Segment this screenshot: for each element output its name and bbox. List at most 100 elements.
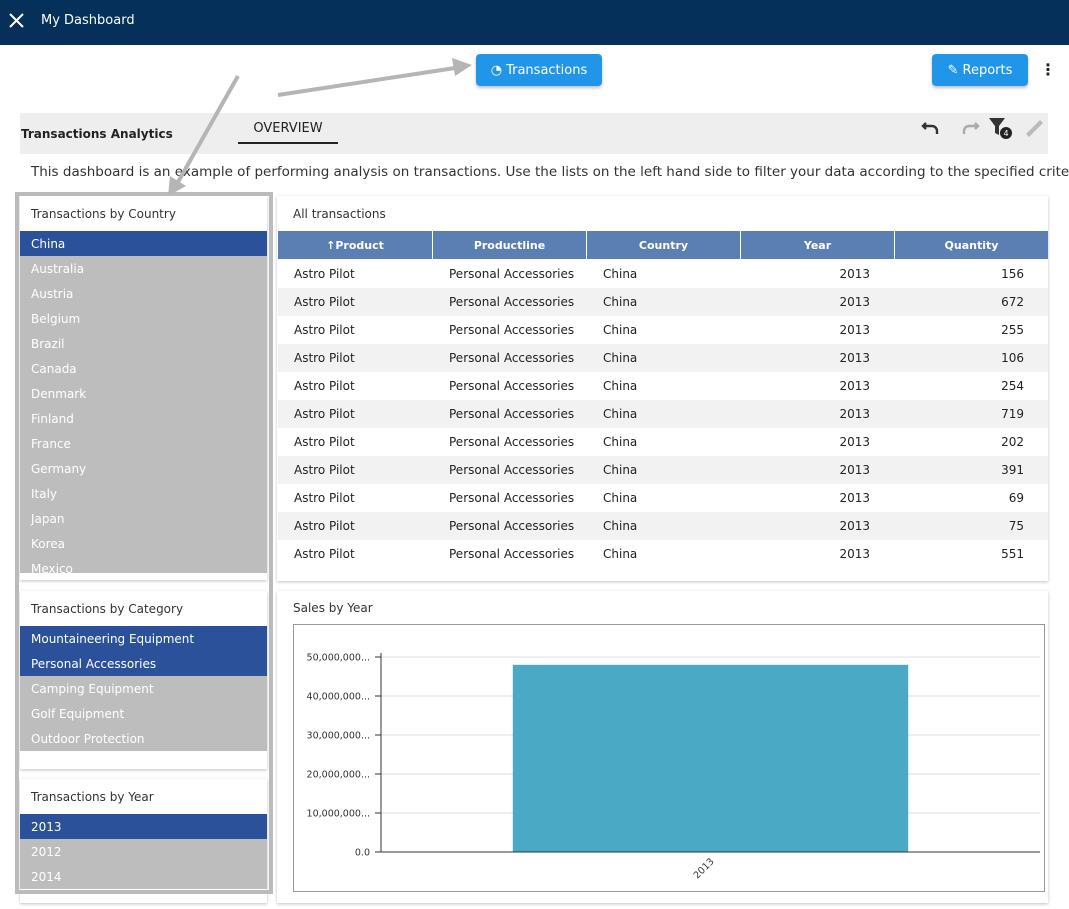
undo-icon[interactable]	[921, 122, 939, 134]
tab[interactable]: OVERVIEW	[238, 121, 338, 144]
table-cell: Astro Pilot	[294, 463, 355, 477]
table-cell: Personal Accessories	[449, 491, 575, 505]
table-cell: Astro Pilot	[294, 267, 355, 281]
list-item[interactable]: Denmark	[20, 381, 267, 406]
table-cell: China	[603, 323, 638, 337]
table-cell: Astro Pilot	[294, 491, 355, 505]
table-row	[278, 456, 1048, 484]
list-item[interactable]: Germany	[20, 456, 267, 481]
column-header[interactable]: ↑ Product	[278, 231, 432, 259]
table-cell: 156	[1001, 267, 1024, 281]
transactions-button[interactable]: ◔ Transactions	[476, 54, 602, 86]
list-item[interactable]: Golf Equipment	[20, 701, 267, 726]
button-label: Transactions	[506, 62, 588, 78]
column-header[interactable]: Year	[741, 231, 894, 259]
table-cell: 2013	[839, 323, 870, 337]
y-tick-label: 10,000,000...	[307, 809, 370, 820]
table-cell: Astro Pilot	[294, 351, 355, 365]
table-row	[278, 288, 1048, 316]
list-item[interactable]: Finland	[20, 406, 267, 431]
list-item[interactable]: Italy	[20, 481, 267, 506]
table-cell: 2013	[839, 379, 870, 393]
redo-icon[interactable]	[962, 122, 980, 134]
column-label: Quantity	[944, 238, 999, 252]
table-cell: China	[603, 519, 638, 533]
list-title: Transactions by Category	[31, 602, 184, 616]
table-cell: 2013	[839, 547, 870, 561]
toolbar-title: Transactions Analytics	[21, 127, 173, 141]
list-item[interactable]: Australia	[20, 256, 267, 281]
list-item[interactable]: Brazil	[20, 331, 267, 356]
column-label: Productline	[473, 238, 546, 252]
brush-icon[interactable]	[1026, 120, 1043, 137]
column-header[interactable]: Country	[587, 231, 740, 259]
list-item[interactable]: China	[20, 231, 267, 256]
y-tick-label: 40,000,000...	[307, 692, 370, 703]
list-item[interactable]: 2012	[20, 839, 267, 864]
list-item[interactable]: Personal Accessories	[20, 651, 267, 676]
table-cell: Personal Accessories	[449, 351, 575, 365]
table-row	[278, 372, 1048, 400]
table-cell: China	[603, 463, 638, 477]
table-cell: China	[603, 435, 638, 449]
list-item[interactable]: Japan	[20, 506, 267, 531]
list-title: Transactions by Country	[31, 207, 176, 221]
list-item[interactable]: Canada	[20, 356, 267, 381]
filter-icon[interactable]	[989, 118, 1005, 135]
menu-icon[interactable]: ⋮	[1040, 60, 1056, 79]
list-item[interactable]: Belgium	[20, 306, 267, 331]
list-item[interactable]: Austria	[20, 281, 267, 306]
list-panel: Transactions by Year 2013 2012 2014	[20, 779, 267, 903]
button-label: Reports	[962, 62, 1013, 78]
list-item[interactable]: Mountaineering Equipment	[20, 626, 267, 651]
table-cell: Personal Accessories	[449, 463, 575, 477]
list-item[interactable]: France	[20, 431, 267, 456]
table-cell: Astro Pilot	[294, 295, 355, 309]
list-item[interactable]: Mexico	[20, 556, 267, 573]
table-cell: 2013	[839, 267, 870, 281]
y-tick-label: 0.0	[355, 848, 370, 859]
list-item[interactable]: Camping Equipment	[20, 676, 267, 701]
list-item[interactable]: 2013	[20, 814, 267, 839]
table-cell: China	[603, 267, 638, 281]
list-item[interactable]: 2014	[20, 864, 267, 889]
y-tick-label: 50,000,000...	[307, 653, 370, 664]
list-items: China Australia Austria Belgium Brazil Canada…	[20, 231, 267, 573]
table-title: All transactions	[293, 207, 386, 221]
table-cell: Personal Accessories	[449, 379, 575, 393]
table-cell: 551	[1001, 547, 1024, 561]
column-label: Country	[638, 238, 689, 252]
table-cell: 2013	[839, 491, 870, 505]
table-cell: 2013	[839, 435, 870, 449]
table-row	[278, 512, 1048, 540]
table-cell: 255	[1001, 323, 1024, 337]
table-cell: Astro Pilot	[294, 379, 355, 393]
table-panel: All transactions ↑ Product Productline Cou…	[277, 196, 1048, 581]
column-header[interactable]: Productline	[433, 231, 586, 259]
sort-icon: ↑	[326, 238, 336, 252]
column-label: Year	[803, 238, 832, 252]
y-tick-label: 20,000,000...	[307, 770, 370, 781]
description: This dashboard is an example of performi…	[31, 164, 1069, 180]
table-cell: 202	[1001, 435, 1024, 449]
table-row	[278, 400, 1048, 428]
list-panel: Transactions by Country China Australia Aus…	[20, 196, 267, 580]
reports-button[interactable]: ✎ Reports	[932, 54, 1028, 86]
table-cell: 2013	[839, 295, 870, 309]
table-cell: Personal Accessories	[449, 435, 575, 449]
table-cell: 2013	[839, 463, 870, 477]
list-item[interactable]: Outdoor Protection	[20, 726, 267, 751]
table-cell: Astro Pilot	[294, 547, 355, 561]
list-panel: Transactions by Category Mountaineering E…	[20, 591, 267, 769]
table-cell: Personal Accessories	[449, 267, 575, 281]
table-row	[278, 484, 1048, 512]
table-cell: 672	[1001, 295, 1024, 309]
table-cell: 391	[1001, 463, 1024, 477]
table-cell: China	[603, 491, 638, 505]
column-header[interactable]: Quantity	[895, 231, 1048, 259]
table-cell: Personal Accessories	[449, 407, 575, 421]
bar	[512, 664, 909, 852]
list-item[interactable]: Korea	[20, 531, 267, 556]
close-icon[interactable]	[8, 12, 26, 30]
